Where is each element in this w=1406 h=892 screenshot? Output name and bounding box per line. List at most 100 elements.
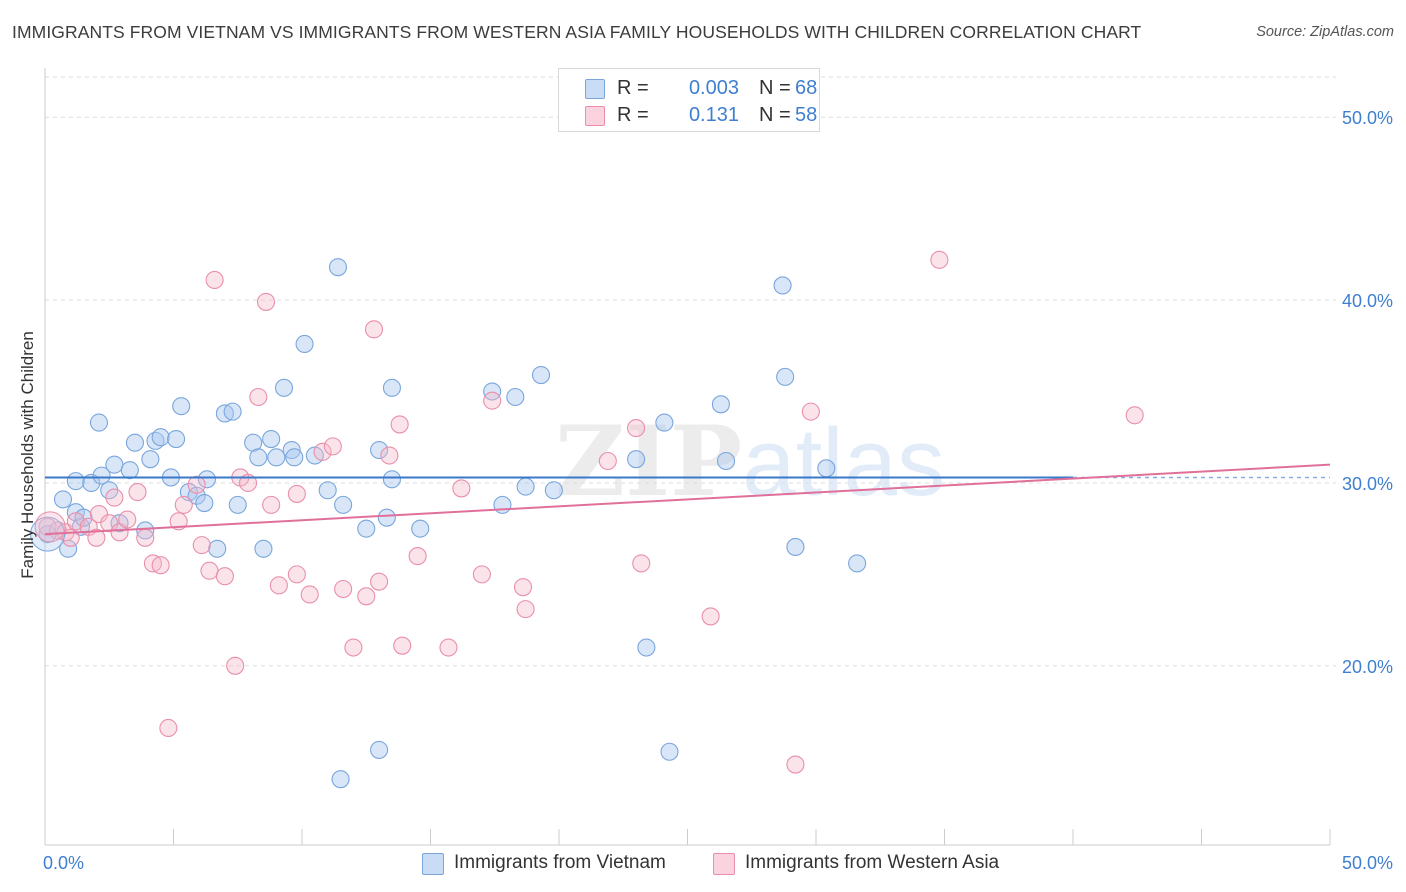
western-asia-point (472, 565, 491, 584)
vietnam-point (66, 472, 85, 491)
vietnam-point (711, 395, 730, 414)
y-tick-label: 40.0% (1342, 291, 1393, 311)
western-asia-point (200, 561, 219, 580)
vietnam-point (331, 770, 350, 789)
vietnam-point (531, 366, 551, 385)
western-asia-point (483, 391, 502, 410)
vietnam-point (776, 367, 795, 386)
western-asia-point (313, 442, 332, 461)
western-asia-point (87, 528, 106, 547)
western-asia-trend-line (44, 463, 1331, 536)
western-asia-point (169, 512, 188, 531)
vietnam-point (187, 486, 206, 505)
y-tick-label: 30.0% (1342, 474, 1393, 494)
vietnam-point (92, 466, 111, 485)
legend-n-label: N = (759, 104, 791, 126)
bottom-legend-label-western-asia: Immigrants from Western Asia (745, 852, 1000, 873)
legend-swatch-vietnam (585, 79, 605, 99)
vietnam-point (267, 448, 286, 467)
vietnam-point (334, 495, 353, 514)
western-asia-point (205, 270, 224, 290)
western-asia-point (439, 638, 458, 657)
bottom-legend-swatch-western-asia (713, 853, 735, 875)
western-asia-point (701, 607, 720, 626)
vietnam-point (660, 742, 679, 761)
source-label: Source: ZipAtlas.com (1256, 24, 1394, 40)
vietnam-point (655, 413, 674, 432)
western-asia-point (143, 554, 162, 573)
vietnam-point (627, 450, 646, 469)
vietnam-point (228, 495, 247, 514)
correlation-legend: R = 0.003 N = 68 R = 0.131 N = 58 (558, 68, 820, 132)
western-asia-point (930, 250, 949, 269)
western-asia-point (128, 483, 147, 502)
western-asia-point (215, 567, 234, 586)
vietnam-point (370, 740, 389, 759)
western-asia-point (357, 587, 376, 606)
western-asia-point (249, 387, 268, 407)
legend-r-label: R = (617, 77, 649, 99)
western-asia-point (38, 517, 57, 536)
western-asia-point (287, 484, 306, 503)
western-asia-point (118, 510, 137, 529)
vietnam-point (125, 433, 144, 452)
western-asia-point (174, 495, 193, 514)
vietnam-point (262, 430, 281, 449)
vietnam-point (516, 477, 535, 496)
vietnam-point (493, 495, 512, 514)
y-axis-label: Family Households with Children (18, 331, 37, 579)
western-asia-point (34, 511, 66, 543)
western-asia-point (380, 446, 399, 465)
vietnam-point (848, 554, 867, 573)
vietnam-point (357, 519, 376, 538)
western-asia-point (262, 495, 281, 514)
western-asia-point (801, 402, 820, 421)
vietnam-point (506, 387, 525, 407)
vietnam-point (786, 537, 805, 556)
vietnam-point (544, 481, 563, 500)
western-asia-point (238, 473, 258, 492)
vietnam-point (282, 440, 301, 460)
western-asia-point (323, 437, 342, 456)
legend-r-label: R = (617, 104, 649, 126)
western-asia-point (408, 547, 427, 566)
western-asia-point (786, 755, 805, 774)
chart-title: IMMIGRANTS FROM VIETNAM VS IMMIGRANTS FR… (12, 22, 1142, 42)
vietnam-point (141, 450, 160, 469)
vietnam-point (197, 470, 216, 489)
western-asia-point (187, 475, 206, 494)
y-tick-label: 20.0% (1342, 657, 1393, 677)
western-asia-point (370, 572, 389, 591)
vietnam-point (249, 448, 268, 467)
vietnam-point (377, 508, 396, 527)
vietnam-point (817, 459, 836, 478)
western-asia-point (344, 638, 363, 657)
vietnam-point (120, 461, 139, 480)
western-asia-point (364, 320, 384, 339)
vietnam-point (254, 539, 273, 558)
vietnam-point (172, 397, 191, 416)
vietnam-point (274, 378, 294, 397)
vietnam-point (716, 451, 736, 471)
western-asia-point (452, 479, 471, 498)
western-asia-point (390, 415, 409, 434)
legend-r-value-western-asia: 0.131 (688, 104, 739, 126)
vietnam-point (328, 258, 348, 277)
vietnam-point (53, 490, 73, 509)
vietnam-point (89, 413, 109, 432)
legend-swatch-western-asia (585, 106, 605, 126)
western-asia-point (393, 636, 412, 655)
vietnam-point (382, 470, 402, 489)
western-asia-point (100, 514, 119, 533)
western-asia-point (136, 528, 155, 547)
western-asia-point (287, 565, 306, 584)
western-asia-point (300, 585, 319, 604)
western-asia-point (516, 600, 535, 619)
western-asia-point (105, 488, 124, 507)
legend-n-label: N = (759, 77, 791, 99)
vietnam-point (483, 382, 502, 401)
vietnam-point (318, 481, 337, 500)
western-asia-point (192, 536, 211, 555)
vietnam-point (285, 448, 304, 467)
